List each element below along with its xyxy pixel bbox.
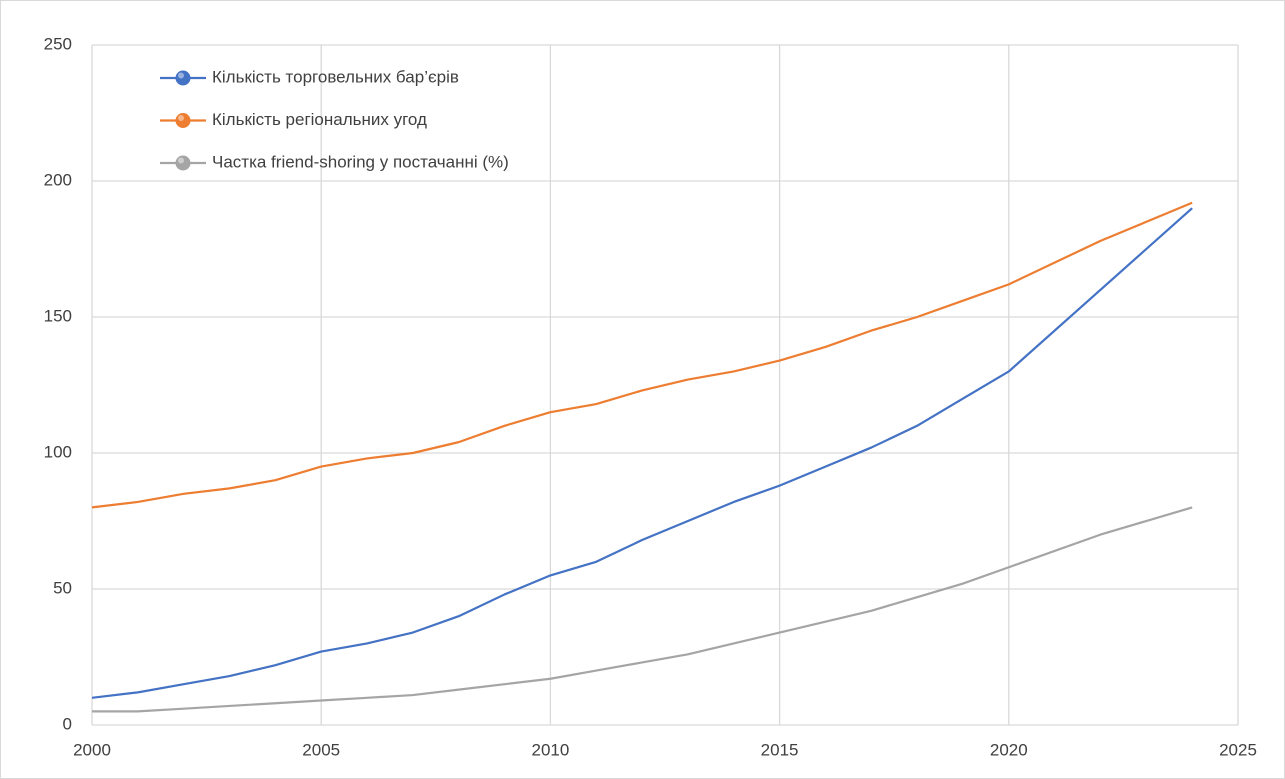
legend-marker	[175, 70, 191, 86]
legend-marker-highlight	[178, 157, 184, 164]
y-tick-label: 250	[44, 34, 72, 53]
y-tick-label: 200	[44, 170, 72, 189]
x-tick-label: 2000	[73, 740, 111, 759]
x-tick-label: 2010	[531, 740, 569, 759]
y-tick-label: 50	[53, 578, 72, 597]
x-tick-label: 2020	[990, 740, 1028, 759]
x-tick-label: 2015	[761, 740, 799, 759]
legend-label: Кількість регіональних угод	[212, 110, 427, 129]
legend-marker-highlight	[178, 72, 184, 79]
legend-label: Кількість торговельних бар’єрів	[212, 67, 459, 86]
series-line	[91, 201, 1193, 509]
series-line	[91, 207, 1193, 699]
legend-marker-highlight	[178, 115, 184, 121]
series-line	[92, 506, 1193, 713]
legend-marker	[175, 113, 191, 128]
x-tick-label: 2025	[1219, 740, 1257, 759]
legend-marker	[175, 155, 191, 171]
y-tick-label: 150	[44, 306, 72, 325]
y-tick-label: 100	[44, 442, 72, 461]
x-tick-label: 2005	[302, 740, 340, 759]
y-tick-label: 0	[63, 714, 72, 733]
legend-label: Частка friend-shoring у постачанні (%)	[212, 152, 509, 171]
